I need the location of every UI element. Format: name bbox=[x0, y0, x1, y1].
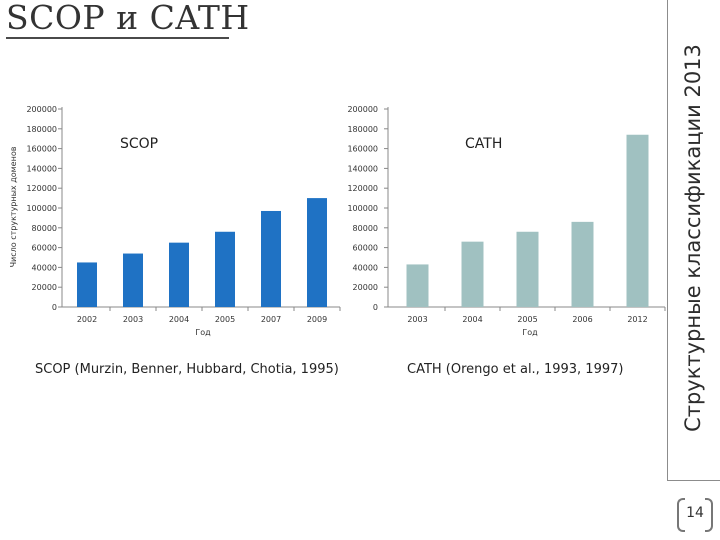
cath-x-tick-label: 2006 bbox=[572, 315, 592, 324]
scop-bar bbox=[169, 242, 189, 307]
scop-y-tick-label: 20000 bbox=[32, 283, 57, 292]
scop-y-tick-label: 100000 bbox=[26, 204, 57, 213]
scop-x-tick-label: 2002 bbox=[77, 315, 97, 324]
page-number: 14 bbox=[686, 505, 704, 521]
bracket-left-icon bbox=[677, 498, 685, 532]
scop-x-tick-label: 2003 bbox=[123, 315, 143, 324]
cath-x-axis-title: Год bbox=[522, 328, 538, 337]
scop-x-tick-label: 2009 bbox=[307, 315, 327, 324]
cath-y-tick-label: 180000 bbox=[347, 125, 378, 134]
cath-chart-title: CATH bbox=[465, 136, 502, 152]
cath-bar bbox=[461, 241, 484, 307]
cath-y-tick-label: 120000 bbox=[347, 184, 378, 193]
cath-caption: CATH (Orengo et al., 1993, 1997) bbox=[407, 362, 624, 377]
cath-y-tick-label: 60000 bbox=[353, 244, 378, 253]
cath-x-tick-label: 2004 bbox=[462, 315, 482, 324]
slide-title: SCOP и CATH bbox=[6, 0, 250, 37]
cath-x-tick-label: 2012 bbox=[627, 315, 647, 324]
scop-bar bbox=[261, 210, 281, 307]
scop-y-tick-label: 0 bbox=[52, 303, 57, 312]
scop-bar bbox=[123, 253, 143, 307]
cath-bar bbox=[516, 231, 539, 307]
cath-y-tick-label: 200000 bbox=[347, 105, 378, 114]
title-underline bbox=[6, 37, 229, 39]
cath-y-tick-label: 0 bbox=[373, 303, 378, 312]
page-number-badge: 14 bbox=[677, 498, 713, 532]
scop-y-tick-label: 200000 bbox=[26, 105, 57, 114]
scop-bar bbox=[77, 262, 97, 307]
scop-x-tick-label: 2007 bbox=[261, 315, 281, 324]
sidebar bbox=[667, 0, 720, 540]
cath-x-tick-label: 2003 bbox=[407, 315, 427, 324]
cath-x-tick-label: 2005 bbox=[517, 315, 537, 324]
cath-y-tick-label: 160000 bbox=[347, 145, 378, 154]
scop-y-tick-label: 120000 bbox=[26, 184, 57, 193]
scop-y-tick-label: 160000 bbox=[26, 145, 57, 154]
cath-bar bbox=[571, 221, 594, 307]
sidebar-divider bbox=[667, 0, 668, 480]
sidebar-bottom-divider bbox=[667, 480, 720, 481]
cath-bar bbox=[626, 134, 649, 307]
cath-y-tick-label: 20000 bbox=[353, 283, 378, 292]
scop-bar bbox=[307, 198, 327, 307]
scop-chart-title: SCOP bbox=[120, 136, 158, 152]
scop-x-tick-label: 2005 bbox=[215, 315, 235, 324]
scop-x-axis-title: Год bbox=[195, 328, 211, 337]
bracket-right-icon bbox=[705, 498, 713, 532]
scop-y-tick-label: 180000 bbox=[26, 125, 57, 134]
cath-y-tick-label: 100000 bbox=[347, 204, 378, 213]
cath-bar bbox=[406, 264, 429, 307]
scop-caption: SCOP (Murzin, Benner, Hubbard, Chotia, 1… bbox=[35, 362, 339, 377]
cath-y-tick-label: 80000 bbox=[353, 224, 378, 233]
scop-y-tick-label: 40000 bbox=[32, 263, 57, 272]
scop-y-tick-label: 140000 bbox=[26, 164, 57, 173]
cath-y-tick-label: 140000 bbox=[347, 164, 378, 173]
scop-bar bbox=[215, 231, 235, 307]
scop-y-tick-label: 60000 bbox=[32, 244, 57, 253]
scop-y-axis-title: Число структурных доменов bbox=[9, 146, 18, 267]
scop-y-tick-label: 80000 bbox=[32, 224, 57, 233]
cath-y-tick-label: 40000 bbox=[353, 263, 378, 272]
scop-x-tick-label: 2004 bbox=[169, 315, 189, 324]
